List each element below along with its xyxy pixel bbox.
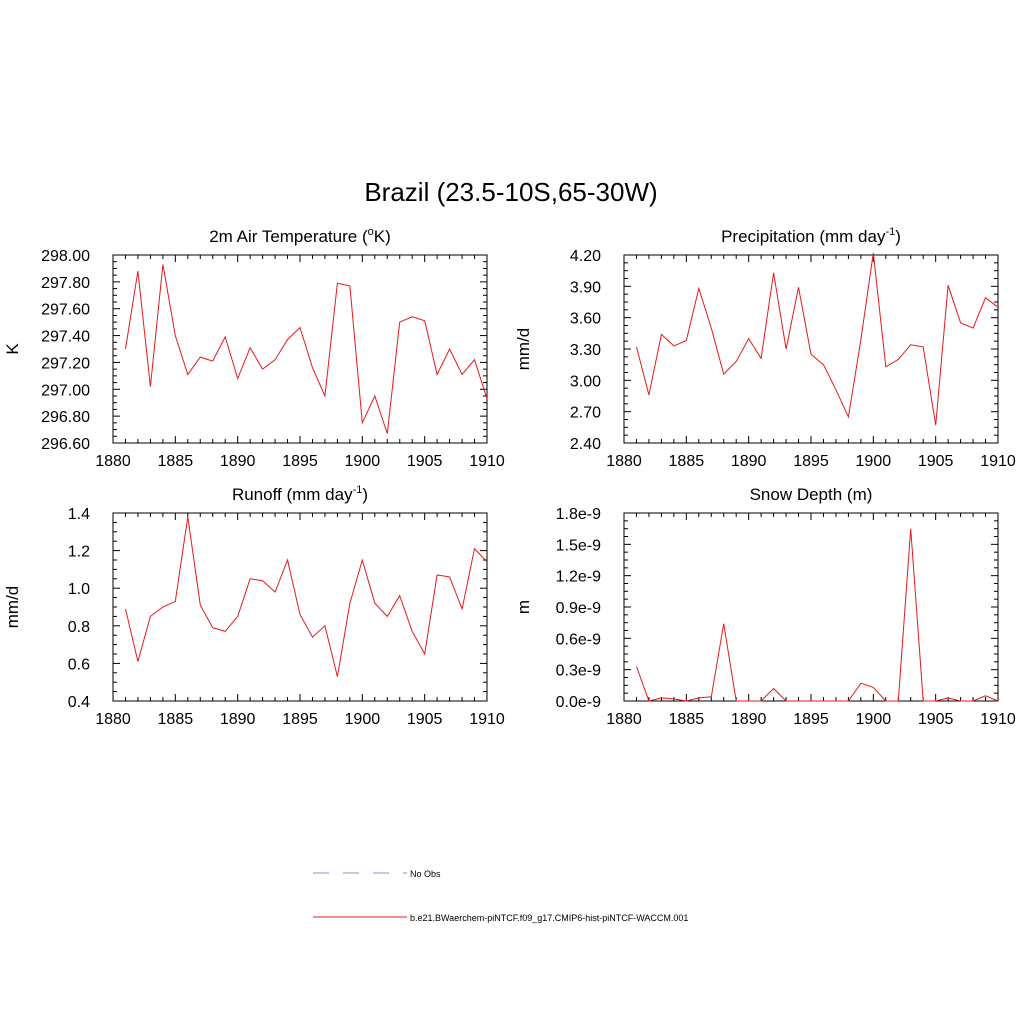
x-tick-label: 1885: [669, 453, 705, 470]
x-tick-label: 1880: [606, 711, 642, 728]
x-tick-label: 1895: [282, 453, 318, 470]
panel-title: Runoff (mm day-1): [232, 484, 368, 504]
panel-1: 2m Air Temperature (oK) K 1880 1885 1890 1895…: [3, 226, 505, 470]
x-tick-label: 1890: [220, 453, 256, 470]
panel-title-text: Precipitation (mm day: [721, 227, 886, 246]
y-tick-label: 1.0: [68, 581, 90, 598]
x-tick-label: 1910: [980, 453, 1016, 470]
y-axis-label: m: [514, 600, 533, 614]
panel-2: Precipitation (mm day-1) mm/d 1880 1885 1890…: [514, 226, 1016, 470]
x-tick-label: 1890: [220, 711, 256, 728]
y-axis-label: K: [3, 343, 22, 355]
series-line: [636, 252, 999, 426]
y-tick-label: 1.2: [68, 544, 90, 561]
y-tick-label: 1.5e-9: [556, 537, 601, 554]
x-tick-label: 1905: [407, 453, 443, 470]
x-tick-label: 1885: [158, 453, 194, 470]
y-tick-label: 3.60: [570, 311, 601, 328]
x-tick-label: 1900: [856, 453, 892, 470]
x-tick-label: 1905: [918, 453, 954, 470]
series-line: [125, 264, 488, 434]
figure-title: Brazil (23.5-10S,65-30W): [364, 177, 657, 207]
x-tick-label: 1905: [407, 711, 443, 728]
x-tick-label: 1880: [606, 453, 642, 470]
panel-title-text-end: ): [362, 485, 368, 504]
x-tick-label: 1910: [469, 453, 505, 470]
x-tick-label: 1885: [669, 711, 705, 728]
panel-title-text: Snow Depth (m): [750, 485, 873, 504]
y-tick-label: 296.60: [41, 436, 90, 453]
panel-title: Precipitation (mm day-1): [721, 226, 901, 246]
series-line: [636, 528, 999, 702]
x-tick-label: 1900: [856, 711, 892, 728]
panel-title-text: Runoff (mm day: [232, 485, 353, 504]
x-tick-label: 1895: [793, 453, 829, 470]
y-tick-label: 3.90: [570, 279, 601, 296]
y-tick-label: 0.3e-9: [556, 663, 601, 680]
x-tick-label: 1910: [469, 711, 505, 728]
plot-frame: [112, 512, 488, 702]
x-tick-label: 1910: [980, 711, 1016, 728]
y-tick-label: 4.20: [570, 248, 601, 265]
x-tick-label: 1900: [345, 711, 381, 728]
panel-title-text: 2m Air Temperature (: [209, 227, 368, 246]
y-tick-label: 298.00: [41, 248, 90, 265]
panel-3: Runoff (mm day-1) mm/d 1880 1885 1890 1895 190…: [3, 484, 505, 728]
y-tick-label: 0.9e-9: [556, 600, 601, 617]
y-tick-label: 0.8: [68, 619, 90, 636]
x-tick-label: 1890: [731, 453, 767, 470]
x-tick-label: 1900: [345, 453, 381, 470]
series-line: [125, 516, 488, 677]
y-tick-label: 1.4: [68, 506, 90, 523]
x-tick-label: 1880: [95, 453, 131, 470]
panel-title: 2m Air Temperature (oK): [209, 226, 391, 246]
legend: No Obs b.e21.BWaerchem-piNTCF.f09_g17.CM…: [313, 869, 688, 923]
legend-obs-label: No Obs: [410, 869, 441, 879]
x-tick-label: 1895: [282, 711, 318, 728]
y-tick-label: 0.6: [68, 656, 90, 673]
x-tick-label: 1905: [918, 711, 954, 728]
y-tick-label: 0.6e-9: [556, 631, 601, 648]
panel-title-superscript: o: [368, 226, 374, 238]
plot-frame: [623, 512, 999, 702]
x-tick-label: 1890: [731, 711, 767, 728]
panel-title-superscript: -1: [885, 226, 895, 238]
y-tick-label: 296.80: [41, 409, 90, 426]
y-tick-label: 297.60: [41, 302, 90, 319]
legend-model-label: b.e21.BWaerchem-piNTCF.f09_g17.CMIP6-his…: [410, 913, 688, 923]
panel-title-text-end: K): [374, 227, 391, 246]
panel-title-superscript: -1: [353, 484, 363, 496]
y-axis-label: mm/d: [514, 328, 533, 371]
y-tick-label: 297.40: [41, 329, 90, 346]
y-tick-label: 0.0e-9: [556, 694, 601, 711]
panel-title: Snow Depth (m): [750, 485, 873, 504]
y-axis-label: mm/d: [3, 586, 22, 629]
y-tick-label: 3.30: [570, 342, 601, 359]
y-tick-label: 3.00: [570, 373, 601, 390]
plot-frame: [623, 254, 999, 444]
y-tick-label: 2.70: [570, 405, 601, 422]
x-tick-label: 1880: [95, 711, 131, 728]
panels: 2m Air Temperature (oK) K 1880 1885 1890 1895…: [3, 226, 1016, 728]
panel-4: Snow Depth (m) m 1880 1885 1890 1895 1900 1905 1…: [514, 485, 1016, 728]
panel-title-text-end: ): [895, 227, 901, 246]
y-tick-label: 0.4: [68, 694, 90, 711]
y-tick-label: 297.80: [41, 275, 90, 292]
y-tick-label: 297.20: [41, 355, 90, 372]
x-tick-label: 1895: [793, 711, 829, 728]
x-tick-label: 1885: [158, 711, 194, 728]
y-tick-label: 1.2e-9: [556, 569, 601, 586]
y-tick-label: 2.40: [570, 436, 601, 453]
y-tick-label: 297.00: [41, 382, 90, 399]
y-tick-label: 1.8e-9: [556, 506, 601, 523]
